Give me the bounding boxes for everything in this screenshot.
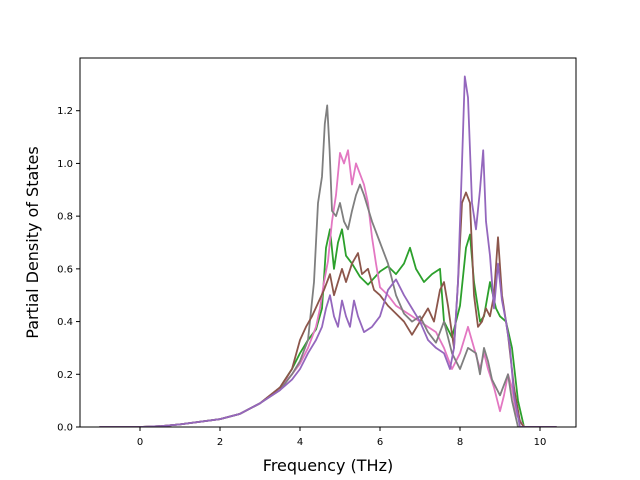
x-axis-label: Frequency (THz): [263, 456, 393, 475]
axes-frame: [79, 57, 577, 428]
x-tick-label: 2: [217, 437, 223, 448]
x-tick-label: 6: [377, 437, 383, 448]
x-axis-ticks: 0 2 4 6 8 10: [137, 427, 547, 448]
series-line-3: [99, 104, 557, 427]
x-tick-label: 4: [297, 437, 303, 448]
series-line-5: [99, 75, 557, 427]
series-line-4: [99, 191, 557, 427]
series-line-2: [99, 149, 557, 427]
y-tick-label: 0.0: [57, 423, 73, 434]
plot-lines: [99, 75, 557, 427]
x-tick-label: 10: [534, 437, 547, 448]
y-tick-label: 1.0: [57, 159, 73, 170]
y-axis-label: Partial Density of States: [23, 146, 42, 338]
y-tick-label: 0.4: [57, 317, 73, 328]
y-tick-label: 1.2: [57, 106, 73, 117]
y-axis-ticks: 0.0 0.2 0.4 0.6 0.8 1.0 1.2: [57, 106, 80, 434]
x-tick-label: 0: [137, 437, 143, 448]
y-tick-label: 0.8: [57, 212, 73, 223]
y-tick-label: 0.2: [57, 370, 73, 381]
y-tick-label: 0.6: [57, 264, 73, 275]
x-tick-label: 8: [457, 437, 463, 448]
